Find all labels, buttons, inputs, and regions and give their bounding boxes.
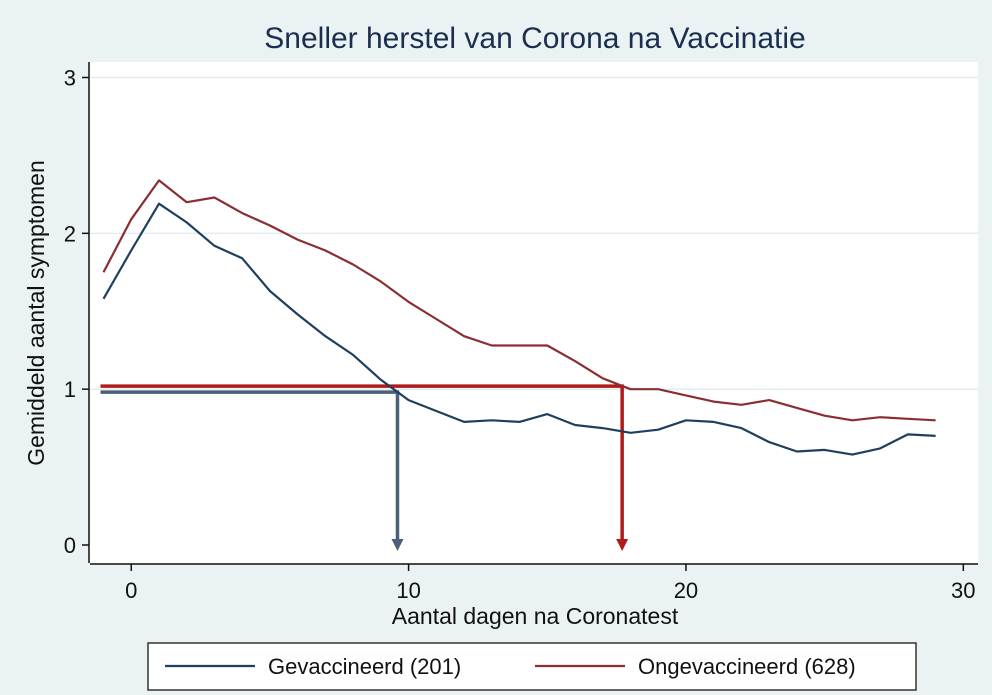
legend-label: Gevaccineerd (201) [268,654,461,679]
y-tick-label: 1 [64,377,76,402]
x-tick-label: 20 [674,578,698,603]
legend: Gevaccineerd (201) Ongevaccineerd (628) [147,642,917,691]
plot-area [90,62,978,563]
chart-title: Sneller herstel van Corona na Vaccinatie [264,22,805,55]
legend-box [147,642,917,691]
y-tick-label: 2 [64,221,76,246]
series-lines [102,179,936,456]
x-tick-label: 0 [125,578,137,603]
down-arrow-icon [391,539,404,551]
down-arrow-icon [616,539,629,551]
x-tick-label: 30 [951,578,975,603]
x-tick-label: 10 [396,578,420,603]
y-tick-label: 0 [64,533,76,558]
series-line [102,202,936,456]
legend-label: Ongevaccineerd (628) [638,654,856,679]
gridlines [90,76,978,390]
y-axis-label: Gemiddeld aantal symptomen [23,160,49,466]
series-line [102,179,936,422]
x-axis-label: Aantal dagen na Coronatest [392,603,679,629]
y-tick-label: 3 [64,66,76,91]
